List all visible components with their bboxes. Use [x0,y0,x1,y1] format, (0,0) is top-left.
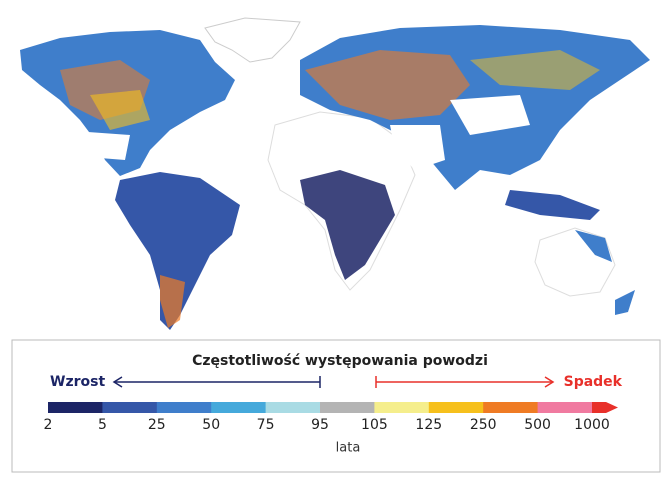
australia-wet [575,230,612,262]
scale-segment [428,402,484,413]
unit-label: lata [336,441,361,456]
na-patch [90,90,150,130]
tick-label: 25 [148,417,166,433]
color-scale: 2 5 25 50 75 95 105 125 250 500 1000 [44,402,618,433]
tick-label: 50 [202,417,220,433]
na-dry [88,132,130,160]
new-zealand [615,290,635,315]
scale-segment [265,402,321,413]
scale-segment [374,402,430,413]
scale-arrow [592,402,618,413]
tick-label: 500 [524,417,551,433]
tick-label: 1000 [574,417,610,433]
tick-label: 95 [311,417,329,433]
tick-label: 75 [257,417,275,433]
right-label: Spadek [564,374,623,390]
tick-label: 2 [44,417,53,433]
tick-label: 105 [361,417,388,433]
islands [505,190,600,220]
arabia [390,125,445,170]
tick-label: 5 [98,417,107,433]
scale-segment [537,402,593,413]
africa-wet [300,170,395,280]
right-arrowhead [544,376,555,388]
scale-segment [48,402,103,413]
tick-label: 250 [470,417,497,433]
scale-segment [483,402,539,413]
asia-dry [450,95,530,135]
left-arrowhead [112,376,123,388]
scale-segment [102,402,158,413]
tick-label: 125 [415,417,442,433]
scale-segment [156,402,212,413]
greenland [204,17,301,63]
eurasia-patch [470,50,600,90]
scale-segment [320,402,375,413]
world-map [20,17,650,330]
eurasia-patch [305,50,470,120]
left-label: Wzrost [50,374,105,390]
sa-patch [160,275,185,328]
south-america [115,172,240,330]
scale-segment [211,402,267,413]
legend-title: Częstotliwość występowania powodzi [192,353,488,369]
